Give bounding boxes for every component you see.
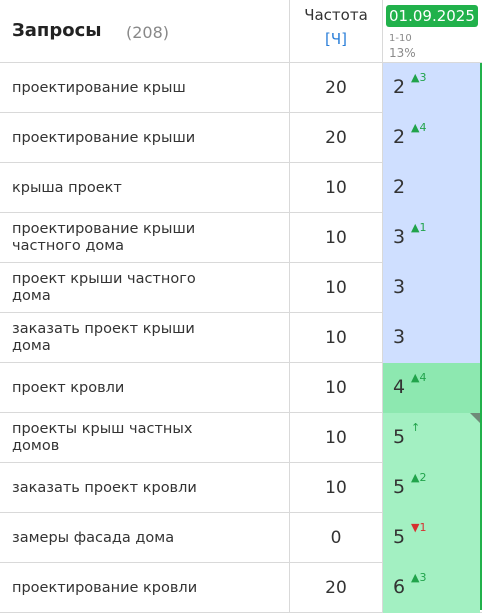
frequency-cell: 10 (289, 263, 382, 313)
query-cell[interactable]: проектирование кровли (12, 579, 198, 596)
position-range: 1-10 (389, 33, 412, 44)
date-badge[interactable]: 01.09.2025 (386, 5, 478, 27)
table-row[interactable]: замеры фасада дома 0 5 ▼1 (0, 513, 482, 563)
position-rise-indicator: ▲3 (411, 571, 427, 584)
position-value: 6 (393, 576, 406, 598)
position-cell[interactable]: 5 ▼1 (382, 513, 480, 563)
corner-marker-icon (470, 413, 480, 423)
query-cell[interactable]: проектирование крыши (12, 129, 196, 146)
position-rise-indicator: ▲4 (411, 121, 427, 134)
position-cell[interactable]: 2 (382, 163, 480, 213)
table-row[interactable]: проектирование крыш 20 2 ▲3 (0, 63, 482, 113)
position-rise-indicator: ↑ (411, 421, 421, 434)
table-row[interactable]: заказать проект крыши дома 10 3 (0, 313, 482, 363)
position-value: 3 (393, 276, 406, 298)
frequency-header: Частота [Ч] (289, 0, 382, 63)
position-cell[interactable]: 5 ↑ (382, 413, 480, 463)
queries-count: (208) (126, 23, 170, 42)
queries-title: Запросы (12, 20, 102, 41)
query-cell[interactable]: проектирование крыши частного дома (12, 221, 196, 254)
position-value: 2 (393, 76, 406, 98)
table-row[interactable]: проектирование крыши 20 2 ▲4 (0, 113, 482, 163)
frequency-cell: 10 (289, 313, 382, 363)
position-cell[interactable]: 4 ▲4 (382, 363, 480, 413)
position-rise-indicator: ▲3 (411, 71, 427, 84)
query-cell[interactable]: проектирование крыш (12, 79, 186, 96)
table-row[interactable]: проектирование крыши частного дома 10 3 ▲1 (0, 213, 482, 263)
frequency-cell: 10 (289, 413, 382, 463)
table-row[interactable]: заказать проект кровли 10 5 ▲2 (0, 463, 482, 513)
position-value: 5 (393, 526, 406, 548)
position-drop-indicator: ▼1 (411, 521, 427, 534)
table-row[interactable]: проект кровли 10 4 ▲4 (0, 363, 482, 413)
query-cell[interactable]: проект кровли (12, 379, 125, 396)
position-cell[interactable]: 2 ▲4 (382, 113, 480, 163)
frequency-mode-toggle[interactable]: [Ч] (325, 30, 347, 48)
position-value: 3 (393, 226, 406, 248)
frequency-cell: 10 (289, 163, 382, 213)
position-value: 3 (393, 326, 406, 348)
visibility-percent: 13% (389, 46, 416, 60)
frequency-cell: 10 (289, 463, 382, 513)
table-row[interactable]: проекты крыш частных домов 10 5 ↑ (0, 413, 482, 463)
position-value: 4 (393, 376, 406, 398)
position-value: 5 (393, 426, 406, 448)
frequency-cell: 20 (289, 63, 382, 113)
query-cell[interactable]: проект крыши частного дома (12, 271, 196, 304)
position-cell[interactable]: 3 (382, 263, 480, 313)
position-rise-indicator: ▲4 (411, 371, 427, 384)
query-cell[interactable]: крыша проект (12, 179, 122, 196)
table-row[interactable]: крыша проект 10 2 (0, 163, 482, 213)
query-cell[interactable]: замеры фасада дома (12, 529, 175, 546)
position-cell[interactable]: 5 ▲2 (382, 463, 480, 513)
position-cell[interactable]: 3 ▲1 (382, 213, 480, 263)
table-row[interactable]: проектирование кровли 20 6 ▲3 (0, 563, 482, 613)
position-rise-indicator: ▲2 (411, 471, 427, 484)
frequency-cell: 20 (289, 563, 382, 613)
date-column-header: 01.09.2025 1-10 13% (382, 0, 482, 63)
query-cell[interactable]: заказать проект крыши дома (12, 321, 195, 354)
position-value: 5 (393, 476, 406, 498)
frequency-cell: 0 (289, 513, 382, 563)
query-cell[interactable]: проекты крыш частных домов (12, 421, 193, 454)
column-edge-indicator (480, 63, 482, 610)
position-cell[interactable]: 6 ▲3 (382, 563, 480, 613)
frequency-cell: 20 (289, 113, 382, 163)
query-cell[interactable]: заказать проект кровли (12, 479, 197, 496)
table-row[interactable]: проект крыши частного дома 10 3 (0, 263, 482, 313)
table-header: Запросы (208) Частота [Ч] 01.09.2025 1-1… (0, 0, 482, 63)
frequency-cell: 10 (289, 363, 382, 413)
position-cell[interactable]: 2 ▲3 (382, 63, 480, 113)
frequency-label: Частота (304, 6, 368, 24)
position-value: 2 (393, 126, 406, 148)
position-value: 2 (393, 176, 406, 198)
frequency-cell: 10 (289, 213, 382, 263)
position-cell[interactable]: 3 (382, 313, 480, 363)
position-rise-indicator: ▲1 (411, 221, 427, 234)
